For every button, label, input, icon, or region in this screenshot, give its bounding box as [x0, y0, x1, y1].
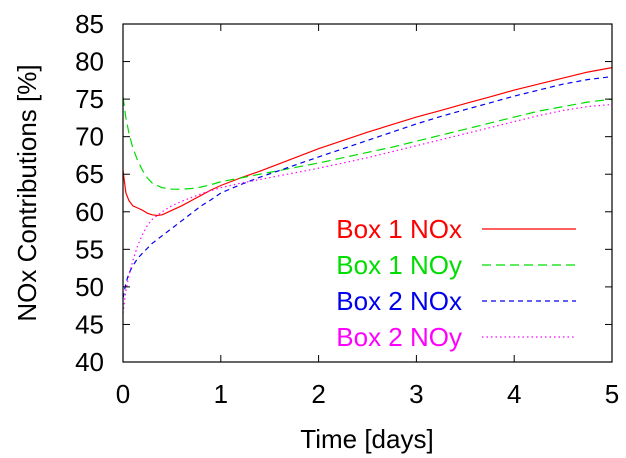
x-tick-label: 3 [409, 379, 423, 409]
y-tick-label: 60 [75, 197, 104, 227]
y-tick-label: 45 [75, 309, 104, 339]
series-line-3 [122, 76, 613, 299]
y-tick-label: 75 [75, 84, 104, 114]
series-layer [122, 67, 613, 314]
x-axis-title: Time [days] [300, 424, 433, 454]
y-tick-label: 80 [75, 47, 104, 77]
y-axis-title: NOx Contributions [%] [12, 64, 42, 321]
x-tick-label: 1 [214, 379, 228, 409]
plot-frame [122, 23, 613, 363]
y-tick-label: 85 [75, 9, 104, 39]
y-tick-label: 55 [75, 234, 104, 264]
y-tick-label: 50 [75, 272, 104, 302]
y-tick-label: 40 [75, 347, 104, 377]
y-tick-label: 65 [75, 159, 104, 189]
x-tick-label: 4 [507, 379, 521, 409]
x-tick-label: 5 [605, 379, 619, 409]
legend-label: Box 1 NOy [336, 250, 462, 280]
legend-label: Box 1 NOx [336, 214, 462, 244]
legend-label: Box 2 NOx [336, 286, 462, 316]
legend-label: Box 2 NOy [336, 322, 462, 352]
y-tick-label: 70 [75, 122, 104, 152]
x-tick-label: 0 [116, 379, 130, 409]
series-line-2 [122, 96, 613, 190]
x-tick-label: 2 [311, 379, 325, 409]
legend: Box 1 NOx Box 1 NOy Box 2 NOx Box 2 NOy [336, 214, 576, 352]
